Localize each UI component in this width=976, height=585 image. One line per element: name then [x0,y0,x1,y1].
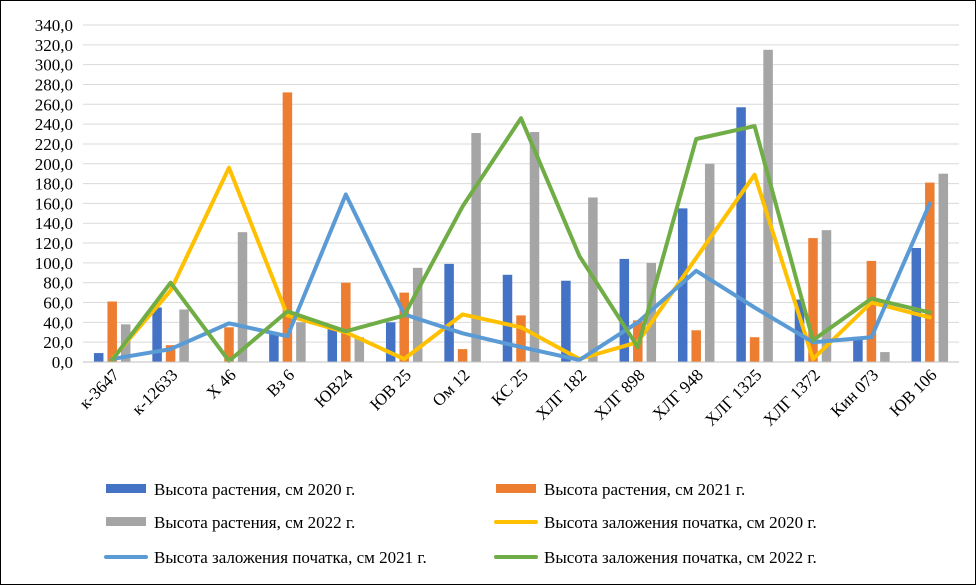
bar-1-ЮВ 25 [385,322,396,362]
bar-1-ХЛГ 1372 [794,299,805,362]
y-tick-label: 140,0 [35,214,73,233]
legend-swatch-2 [106,517,146,526]
legend: Высота растения, см 2020 г. Высота растен… [104,480,817,567]
bar-3-ЮВ24 [354,337,365,362]
legend-label: Высота растения, см 2020 г. [154,480,355,499]
bar-1-Вз 6 [269,332,279,362]
line-series-4 [110,192,932,362]
bar-3-ЮВ 106 [938,173,949,362]
bar-2-ЮВ24 [341,282,351,362]
line-series-5 [110,116,932,363]
x-tick-label: КС 25 [488,365,532,409]
bar-3-ХЛГ 1372 [821,230,832,362]
bar-1-ХЛГ 182 [561,280,571,362]
y-tick-label: 280,0 [35,75,73,94]
y-tick-label: 320,0 [35,36,73,55]
y-tick-label: 120,0 [35,234,73,253]
bar-3-КС 25 [529,132,540,362]
x-tick-label: ЮВ 25 [366,365,415,414]
legend-label: Высота заложения початка, см 2020 г. [544,513,817,532]
x-tick-label: Х 46 [203,365,240,402]
bar-3-ЮВ 25 [412,267,423,362]
legend-swatch-1 [496,484,536,493]
bar-2-Х 46 [224,327,234,362]
bar-1-Ом 12 [444,263,454,362]
line-series-3 [110,165,932,361]
gridlines [83,24,959,343]
bar-1-Кин 073 [853,337,863,362]
y-tick-label: 340,0 [35,16,73,35]
x-tick-label: ХЛГ 948 [649,365,707,423]
bar-3-Х 46 [237,232,248,362]
bar-3-Вз 6 [296,322,306,362]
y-tick-label: 300,0 [35,56,73,75]
x-tick-label: Вз 6 [263,365,298,400]
bar-3-ХЛГ 1325 [763,49,773,362]
legend-swatch-0 [106,484,146,493]
bar-2-Вз 6 [282,92,293,363]
bars [93,49,949,363]
bar-2-к-12633 [165,345,176,362]
x-tick-label: к-12633 [128,365,181,418]
y-tick-label: 200,0 [35,155,73,174]
y-tick-label: 220,0 [35,135,73,154]
y-tick-label: 240,0 [35,115,73,134]
bar-3-к-12633 [179,309,189,362]
x-tick-label: ХЛГ 182 [532,365,590,423]
bar-2-ХЛГ 1325 [749,337,760,362]
y-tick-label: 40,0 [43,313,73,332]
x-tick-label: Кин 073 [827,365,882,420]
bar-2-ХЛГ 948 [691,330,701,362]
y-tick-label: 80,0 [43,274,73,293]
y-tick-label: 0,0 [52,353,73,372]
legend-label: Высота растения, см 2022 г. [154,513,355,532]
bar-1-ЮВ24 [327,327,338,362]
y-tick-label: 260,0 [35,95,73,114]
bar-1-ХЛГ 898 [619,258,630,362]
y-tick-label: 60,0 [43,294,73,313]
bar-2-КС 25 [516,315,526,362]
bar-1-к-3647 [93,353,104,362]
bar-3-Кин 073 [880,352,890,362]
x-tick-label: ХЛГ 1372 [760,365,824,429]
x-tick-label: Ом 12 [429,365,474,410]
y-tick-label: 180,0 [35,175,73,194]
y-tick-label: 20,0 [43,333,73,352]
bar-1-ХЛГ 1325 [736,107,746,363]
bar-1-КС 25 [502,274,513,362]
bar-1-к-12633 [152,307,162,362]
bar-2-к-3647 [107,301,117,362]
x-tick-label: ЮВ24 [311,365,357,411]
legend-label: Высота заложения початка, см 2022 г. [544,548,817,567]
x-tick-label: ХЛГ 1325 [701,365,765,429]
x-tick-label: ХЛГ 898 [590,365,648,423]
y-tick-label: 100,0 [35,254,73,273]
legend-label: Высота заложения початка, см 2021 г. [154,548,427,567]
lines [110,116,932,363]
bar-2-ЮВ 25 [399,292,409,362]
bar-3-Ом 12 [471,133,481,362]
bar-2-Кин 073 [866,260,877,362]
bar-1-ЮВ 106 [911,248,922,362]
bar-3-ХЛГ 948 [704,163,715,362]
legend-label: Высота растения, см 2021 г. [544,480,745,499]
x-tick-label: к-3647 [76,365,124,413]
bar-2-ХЛГ 1372 [808,238,818,362]
bar-2-Ом 12 [457,349,468,362]
y-tick-label: 160,0 [35,194,73,213]
bar-2-ЮВ 106 [925,182,935,362]
x-tick-label: ЮВ 106 [886,365,941,420]
